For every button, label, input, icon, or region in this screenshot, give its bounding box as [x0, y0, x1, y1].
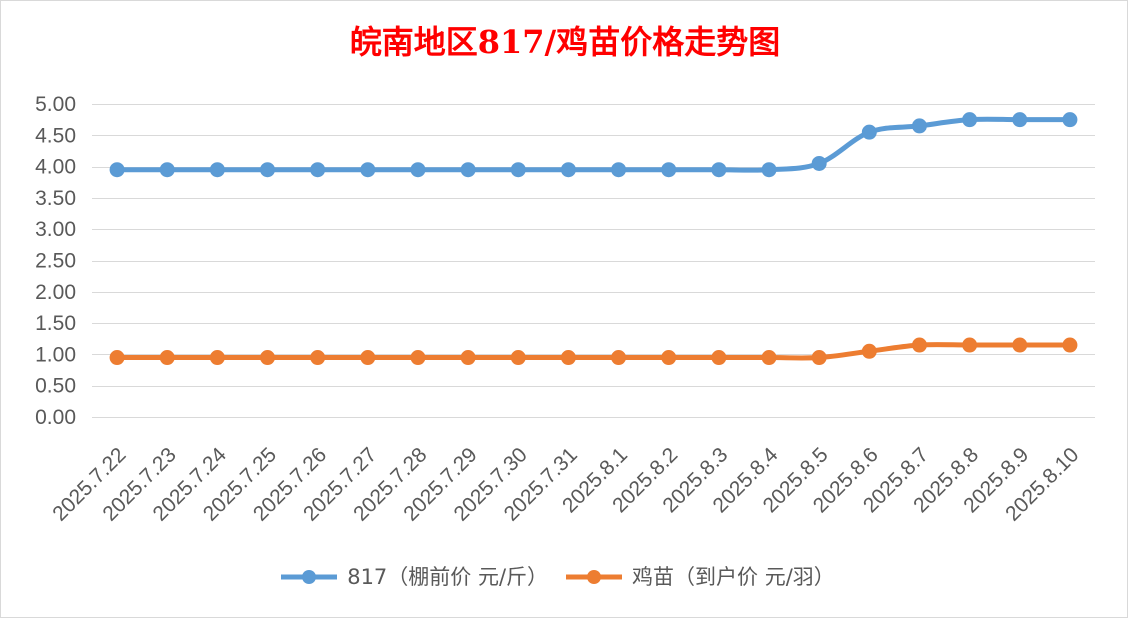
- y-tick-label: 4.50: [35, 124, 76, 147]
- data-point: [711, 162, 727, 178]
- data-point: [861, 124, 877, 140]
- series-layer: [109, 112, 1078, 366]
- data-point: [260, 162, 276, 178]
- data-point: [410, 162, 426, 178]
- y-tick-label: 5.00: [35, 93, 76, 116]
- data-point: [109, 162, 125, 178]
- data-point: [1062, 112, 1078, 128]
- y-axis: 0.00 0.50 1.00 1.50 2.00 2.50 3.00 3.50 4.00 4.50…: [35, 93, 76, 429]
- data-point: [761, 350, 777, 366]
- data-point: [1062, 337, 1078, 353]
- legend-label-chick: 鸡苗（到户价 元/羽）: [632, 565, 835, 589]
- y-tick-label: 3.50: [35, 187, 76, 210]
- y-tick-label: 1.00: [35, 343, 76, 366]
- data-point: [962, 337, 978, 353]
- y-tick-label: 0.00: [35, 406, 76, 429]
- legend-item-chick: 鸡苗（到户价 元/羽）: [566, 564, 835, 590]
- series-0: [109, 112, 1078, 178]
- data-point: [761, 162, 777, 178]
- data-point: [811, 155, 827, 171]
- data-point: [861, 343, 877, 359]
- data-point: [611, 162, 627, 178]
- data-point: [159, 162, 175, 178]
- data-point: [560, 162, 576, 178]
- legend-label-817: 817（棚前价 元/斤）: [347, 565, 549, 589]
- data-point: [661, 162, 677, 178]
- data-point: [711, 350, 727, 366]
- y-tick-label: 2.50: [35, 250, 76, 273]
- data-point: [410, 350, 426, 366]
- data-point: [310, 162, 326, 178]
- y-tick-label: 1.50: [35, 312, 76, 335]
- data-point: [159, 350, 175, 366]
- y-tick-label: 4.00: [35, 156, 76, 179]
- data-point: [1012, 112, 1028, 128]
- y-tick-label: 3.00: [35, 218, 76, 241]
- data-point: [811, 350, 827, 366]
- data-point: [911, 118, 927, 134]
- data-point: [109, 350, 125, 366]
- legend-item-817: 817（棚前价 元/斤）: [281, 564, 548, 590]
- series-1: [109, 337, 1078, 366]
- data-point: [360, 350, 376, 366]
- legend: 817（棚前价 元/斤） 鸡苗（到户价 元/羽）: [0, 564, 1116, 590]
- legend-swatch-chick: [566, 570, 623, 584]
- data-point: [460, 162, 476, 178]
- data-point: [611, 350, 627, 366]
- data-point: [661, 350, 677, 366]
- legend-marker: [302, 570, 317, 584]
- data-point: [560, 350, 576, 366]
- data-point: [510, 162, 526, 178]
- legend-marker: [587, 570, 602, 584]
- data-point: [260, 350, 276, 366]
- chart-title: 皖南地区817/鸡苗价格走势图: [349, 23, 781, 61]
- data-point: [209, 350, 225, 366]
- data-point: [460, 350, 476, 366]
- data-point: [209, 162, 225, 178]
- data-point: [911, 337, 927, 353]
- data-point: [360, 162, 376, 178]
- data-point: [1012, 337, 1028, 353]
- data-point: [962, 112, 978, 128]
- data-point: [510, 350, 526, 366]
- y-tick-label: 0.50: [35, 375, 76, 398]
- y-tick-label: 2.00: [35, 281, 76, 304]
- legend-swatch-817: [281, 570, 338, 584]
- data-point: [310, 350, 326, 366]
